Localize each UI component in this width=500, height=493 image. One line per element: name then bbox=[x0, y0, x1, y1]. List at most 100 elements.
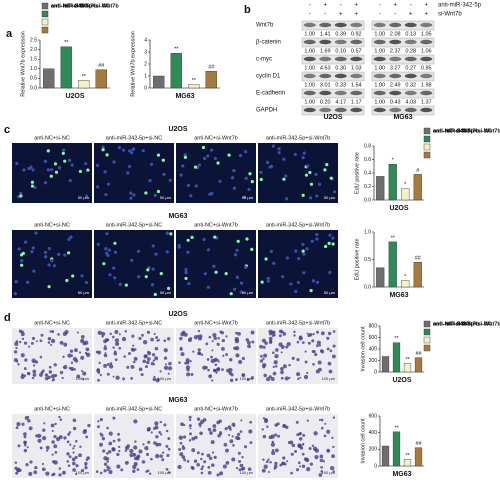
cell bbox=[157, 338, 160, 342]
cell bbox=[239, 430, 243, 433]
cell bbox=[278, 334, 282, 338]
scale-label: 100 μm bbox=[240, 470, 254, 475]
cell bbox=[159, 420, 163, 424]
cell bbox=[31, 358, 36, 363]
cell bbox=[112, 439, 116, 443]
cell bbox=[106, 426, 109, 430]
cell bbox=[272, 351, 275, 354]
cell bbox=[180, 332, 185, 337]
cell bbox=[163, 423, 167, 427]
band bbox=[389, 107, 402, 113]
cell bbox=[179, 441, 183, 445]
group-label: anti-miR-342-5p+si-NC bbox=[106, 222, 162, 228]
cell bbox=[103, 469, 107, 473]
cell bbox=[49, 330, 52, 333]
nucleus bbox=[95, 163, 100, 168]
cell bbox=[207, 368, 210, 372]
bar bbox=[376, 176, 385, 201]
cell bbox=[155, 453, 160, 459]
nucleus bbox=[113, 241, 117, 245]
band bbox=[420, 22, 433, 28]
quant-value: 0.57 bbox=[351, 48, 362, 54]
protein-label: β-catenin bbox=[256, 40, 281, 46]
cell bbox=[21, 422, 25, 426]
nucleus bbox=[165, 231, 169, 235]
cell bbox=[294, 450, 298, 453]
scale-label: 50 μm bbox=[324, 290, 336, 295]
nucleus bbox=[264, 257, 268, 261]
cell bbox=[274, 433, 278, 437]
band bbox=[373, 56, 386, 62]
nucleus bbox=[47, 263, 51, 267]
cell bbox=[165, 444, 169, 448]
legend-swatch bbox=[423, 127, 431, 135]
nucleus bbox=[84, 280, 89, 285]
nucleus bbox=[233, 287, 237, 291]
micrograph bbox=[176, 143, 256, 203]
cell bbox=[133, 356, 138, 361]
nucleus bbox=[183, 153, 187, 157]
cell bbox=[211, 379, 214, 382]
cell bbox=[314, 448, 319, 453]
quant-value: 1.00 bbox=[374, 65, 385, 71]
nucleus bbox=[44, 255, 48, 259]
cell bbox=[193, 459, 198, 463]
cell bbox=[102, 449, 106, 453]
condition-sign: + bbox=[424, 12, 428, 18]
cell bbox=[210, 355, 214, 359]
y-tick-label: 400 bbox=[369, 430, 378, 436]
nucleus bbox=[289, 282, 293, 286]
nucleus bbox=[151, 267, 155, 271]
cell bbox=[153, 333, 156, 336]
cell bbox=[262, 345, 266, 349]
cell bbox=[153, 441, 157, 445]
quant-value: 0.33 bbox=[335, 82, 346, 88]
cell bbox=[301, 341, 305, 345]
cell bbox=[15, 346, 18, 350]
cell bbox=[124, 446, 130, 451]
nucleus bbox=[302, 271, 306, 275]
quant-value: 0.92 bbox=[351, 31, 362, 37]
significance: # bbox=[416, 168, 420, 174]
condition-sign: + bbox=[354, 3, 358, 9]
cell bbox=[39, 446, 43, 450]
nucleus bbox=[325, 163, 329, 167]
condition-sign: - bbox=[394, 12, 396, 18]
quant-value: 4.03 bbox=[405, 99, 416, 105]
cell bbox=[158, 431, 162, 434]
cell bbox=[97, 425, 100, 429]
cell bbox=[237, 436, 241, 441]
cell bbox=[23, 367, 27, 371]
blot-strip bbox=[371, 105, 435, 116]
cell bbox=[297, 461, 301, 465]
bar bbox=[205, 70, 217, 89]
nucleus bbox=[218, 179, 222, 183]
cell bbox=[27, 416, 30, 419]
bar bbox=[414, 447, 423, 467]
condition-sign: + bbox=[339, 12, 343, 18]
legend-swatch bbox=[423, 344, 431, 352]
nucleus bbox=[186, 238, 190, 242]
cell bbox=[72, 461, 76, 466]
blot-strip bbox=[301, 54, 365, 65]
nucleus bbox=[153, 292, 157, 297]
cell bbox=[74, 439, 78, 443]
nucleus bbox=[269, 249, 273, 254]
cell bbox=[114, 338, 120, 343]
cell bbox=[141, 460, 146, 464]
significance: ** bbox=[64, 40, 69, 46]
band bbox=[334, 39, 347, 45]
nucleus bbox=[141, 149, 145, 153]
cell bbox=[28, 471, 33, 476]
cell bbox=[323, 434, 327, 438]
nucleus bbox=[272, 261, 276, 265]
cell bbox=[99, 442, 103, 447]
cell-line-heading: MG63 bbox=[168, 397, 187, 404]
cell bbox=[67, 432, 71, 436]
cell bbox=[70, 361, 74, 364]
cell bbox=[74, 473, 78, 476]
cell bbox=[274, 423, 278, 427]
band bbox=[334, 73, 347, 79]
group-label: anti-NC+si-Wnt7b bbox=[194, 320, 238, 326]
cell bbox=[263, 418, 269, 424]
